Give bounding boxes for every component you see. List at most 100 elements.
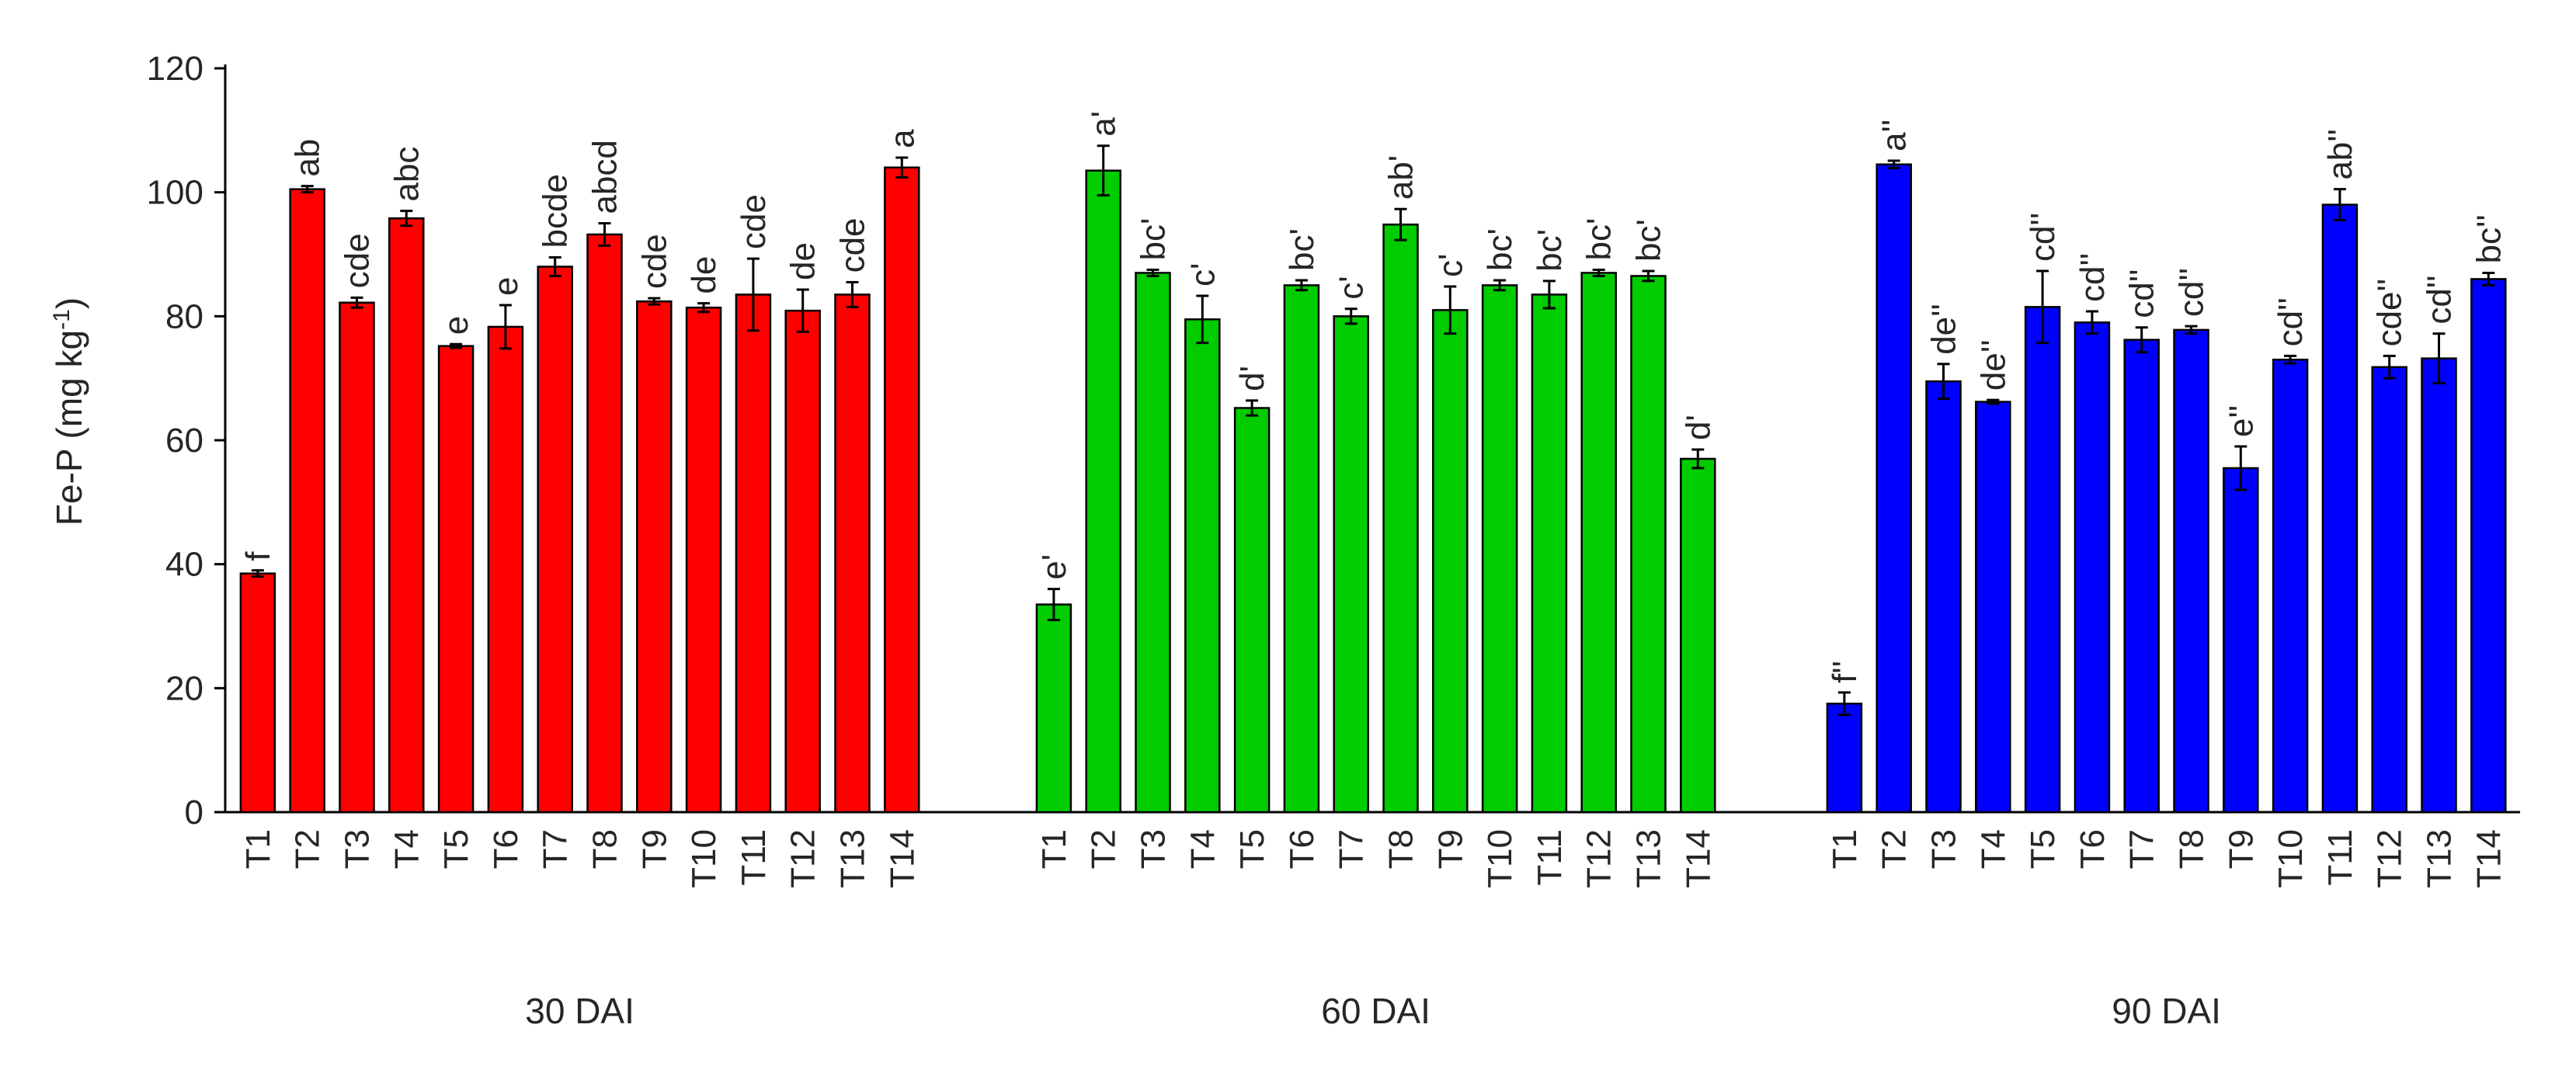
bar-30-dai-t5: [437, 345, 475, 814]
x-category-label: T9: [635, 829, 673, 869]
x-category-label: T7: [1333, 829, 1371, 869]
bar-90-dai-t3: [1925, 380, 1962, 814]
significance-letter: ab: [289, 139, 327, 177]
x-category-label: T1: [1035, 829, 1073, 869]
y-axis-title: Fe-P (mg kg-1): [49, 297, 90, 526]
significance-letter: bc': [1580, 218, 1618, 261]
x-category-label: T14: [1679, 829, 1717, 888]
significance-letter: cde: [339, 233, 377, 288]
x-category-label: T3: [339, 829, 377, 869]
x-category-label: T1: [1826, 829, 1864, 869]
bar-60-dai-t3: [1135, 272, 1171, 814]
bar-60-dai-t12: [1580, 272, 1617, 814]
significance-letter: f: [239, 551, 277, 561]
bar-60-dai-t9: [1432, 309, 1469, 814]
y-axis-title-close: ): [49, 297, 89, 309]
bar-30-dai-t4: [388, 217, 425, 814]
bar-60-dai-t11: [1531, 293, 1568, 814]
bar-90-dai-t14: [2470, 278, 2507, 814]
bar-90-dai-t8: [2173, 328, 2209, 814]
bar-60-dai-t4: [1184, 318, 1221, 814]
bar-60-dai-t1: [1035, 603, 1072, 814]
significance-letter: a'': [1876, 120, 1914, 151]
significance-letter: f'': [1826, 661, 1864, 683]
significance-letter: d': [1679, 415, 1717, 440]
significance-letter: bc': [1283, 228, 1321, 271]
significance-letter: abc: [388, 147, 426, 202]
bar-90-dai-t7: [2123, 339, 2160, 814]
x-category-label: T10: [685, 829, 723, 888]
significance-letter: cd'': [2421, 275, 2459, 324]
bar-30-dai-t12: [784, 309, 821, 814]
significance-letter: cd'': [2272, 297, 2310, 346]
group-label-90-dai: 90 DAI: [2112, 991, 2221, 1031]
bar-30-dai-t7: [537, 266, 573, 814]
x-category-label: T4: [1184, 829, 1222, 869]
bar-30-dai-t13: [834, 293, 871, 814]
bar-60-dai-t8: [1382, 223, 1419, 814]
bar-30-dai-t14: [884, 166, 920, 814]
bar-90-dai-t1: [1826, 703, 1863, 814]
significance-letter: cde'': [2371, 279, 2409, 347]
bar-60-dai-t2: [1085, 169, 1121, 814]
significance-letter: bc': [1630, 219, 1668, 262]
x-category-label: T13: [834, 829, 872, 888]
y-tick-label: 20: [165, 669, 203, 707]
significance-letter: a: [883, 129, 921, 148]
bar-90-dai-t5: [2024, 306, 2061, 814]
significance-letter: abcd: [586, 140, 624, 214]
significance-letter: cd'': [2024, 213, 2062, 262]
x-category-label: T8: [586, 829, 624, 869]
x-category-label: T13: [1630, 829, 1668, 888]
x-category-label: T8: [1382, 829, 1420, 869]
y-axis-title-superscript: -1: [49, 309, 75, 330]
x-category-label: T2: [1085, 829, 1123, 869]
x-category-label: T12: [2371, 829, 2409, 888]
bar-30-dai-t1: [239, 572, 276, 814]
y-tick-label: 60: [165, 422, 203, 460]
significance-letter: bc': [1531, 229, 1569, 272]
significance-letter: bcde: [537, 174, 575, 248]
bar-90-dai-t12: [2371, 366, 2407, 814]
bar-60-dai-t10: [1481, 284, 1518, 814]
x-category-label: T2: [289, 829, 327, 869]
x-category-label: T2: [1876, 829, 1914, 869]
significance-letter: cd'': [2123, 269, 2161, 318]
bar-60-dai-t14: [1680, 457, 1716, 814]
x-category-label: T12: [1580, 829, 1618, 888]
bar-90-dai-t10: [2272, 358, 2309, 814]
x-category-label: T5: [1233, 829, 1271, 869]
bar-30-dai-t2: [289, 188, 325, 814]
x-category-label: T13: [2421, 829, 2459, 888]
x-category-label: T4: [388, 829, 426, 869]
x-category-label: T9: [2222, 829, 2260, 869]
bar-60-dai-t5: [1233, 407, 1271, 814]
x-category-label: T1: [239, 829, 277, 869]
group-label-60-dai: 60 DAI: [1321, 991, 1431, 1031]
significance-letter: ab': [1382, 155, 1420, 200]
significance-letter: a': [1085, 111, 1123, 137]
significance-letter: bc': [1481, 228, 1519, 271]
significance-letter: c': [1333, 276, 1371, 299]
bar-60-dai-t6: [1283, 284, 1320, 814]
significance-letter: de'': [1974, 339, 2012, 391]
x-category-label: T9: [1431, 829, 1469, 869]
x-category-label: T10: [1481, 829, 1519, 888]
significance-letter: cde: [735, 194, 773, 249]
bar-90-dai-t2: [1876, 163, 1912, 814]
y-axis-title-main: Fe-P (mg kg: [49, 330, 89, 526]
significance-letter: e: [487, 276, 525, 295]
bar-60-dai-t13: [1630, 275, 1667, 814]
bar-90-dai-t13: [2421, 357, 2457, 814]
x-category-label: T14: [2470, 829, 2508, 888]
x-category-label: T11: [735, 829, 773, 886]
y-tick-label: 40: [165, 546, 203, 584]
bar-90-dai-t11: [2321, 203, 2359, 814]
significance-letter: e: [437, 316, 475, 335]
x-category-label: T7: [537, 829, 575, 869]
significance-letter: cd'': [2074, 253, 2112, 302]
x-category-label: T11: [1531, 829, 1569, 886]
bar-60-dai-t7: [1333, 315, 1369, 814]
x-category-label: T6: [2074, 829, 2112, 869]
